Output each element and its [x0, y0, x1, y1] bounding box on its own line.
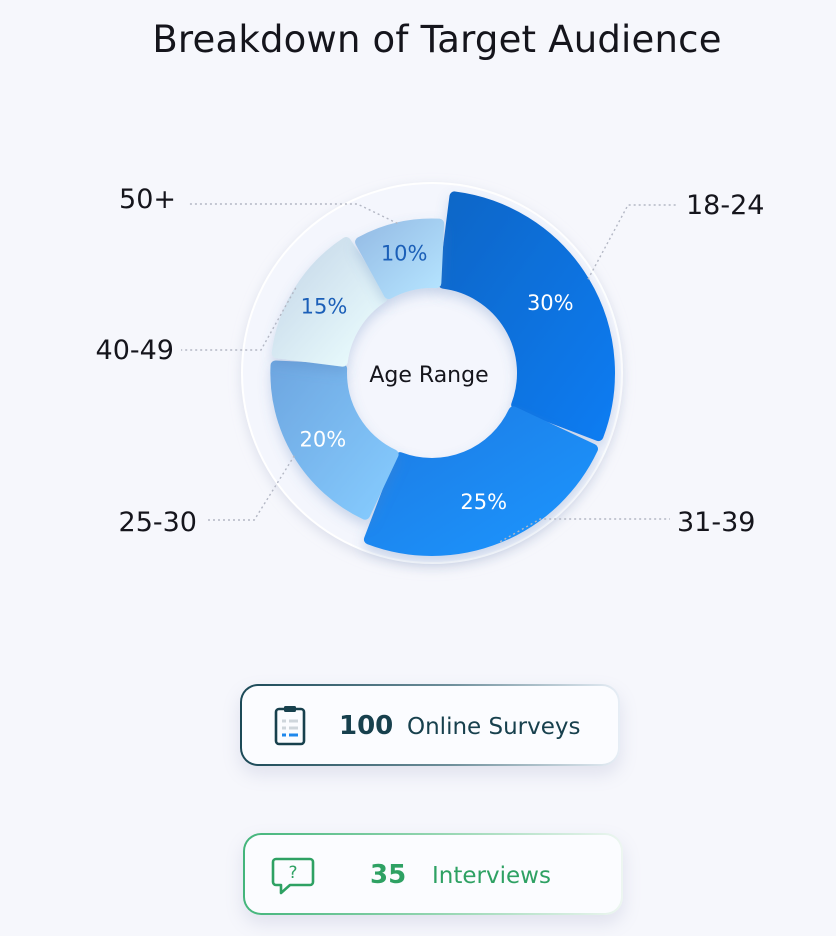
page-title: Breakdown of Target Audience	[152, 18, 722, 61]
surveys-label: Online Surveys	[407, 714, 581, 740]
surveys-count: 100	[339, 711, 394, 741]
category-label-50+: 50+	[119, 184, 176, 215]
center-label: Age Range	[369, 363, 488, 388]
category-label-40-49: 40-49	[96, 335, 174, 366]
clipboard-icon	[274, 706, 306, 746]
leader-line-25-30	[208, 455, 295, 521]
slice-50+	[355, 218, 445, 300]
slice-40-49	[271, 237, 388, 367]
category-label-18-24: 18-24	[686, 190, 764, 221]
value-label-40-49: 15%	[301, 295, 348, 319]
slice-18-24	[438, 191, 615, 442]
interviews-label: Interviews	[432, 863, 551, 889]
value-label-31-39: 25%	[460, 490, 507, 514]
value-label-50+: 10%	[381, 241, 428, 265]
svg-text:?: ?	[288, 863, 297, 883]
interviews-count: 35	[370, 860, 407, 890]
interviews-card: ? 35 Interviews	[243, 833, 623, 915]
value-label-25-30: 20%	[300, 428, 347, 452]
value-label-18-24: 30%	[527, 291, 574, 315]
category-label-31-39: 31-39	[677, 507, 755, 538]
leader-line-18-24	[587, 204, 678, 280]
slice-25-30	[270, 360, 399, 520]
slice-31-39	[363, 406, 598, 556]
category-label-25-30: 25-30	[119, 507, 197, 538]
leader-line-40-49	[181, 287, 297, 351]
question-chat-icon: ?	[271, 857, 315, 895]
online-surveys-card: 100 Online Surveys	[240, 684, 620, 766]
donut-chart: 30%25%20%15%10% 18-2431-3925-3040-4950+ …	[96, 182, 764, 564]
leader-line-31-39	[499, 518, 670, 543]
